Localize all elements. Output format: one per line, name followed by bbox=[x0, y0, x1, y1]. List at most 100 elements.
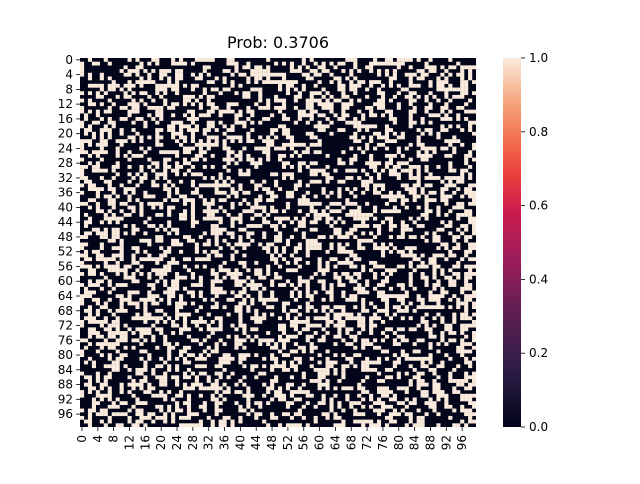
heatmap-cell bbox=[412, 268, 417, 273]
heatmap-cell bbox=[281, 72, 287, 77]
heatmap-cell bbox=[159, 109, 164, 114]
heatmap-cell bbox=[468, 412, 473, 417]
heatmap-cell bbox=[333, 98, 338, 103]
heatmap-cell bbox=[436, 135, 441, 140]
heatmap-cell bbox=[333, 227, 338, 232]
heatmap-cell bbox=[210, 419, 215, 424]
heatmap-cell bbox=[369, 423, 374, 428]
heatmap-cell bbox=[452, 279, 457, 284]
heatmap-cell bbox=[234, 242, 239, 247]
heatmap-cell bbox=[357, 316, 362, 321]
heatmap-cell bbox=[258, 268, 263, 273]
heatmap-cell bbox=[99, 139, 104, 144]
heatmap-cell bbox=[262, 231, 267, 236]
heatmap-cell bbox=[301, 113, 306, 118]
heatmap-cell bbox=[278, 338, 283, 343]
heatmap-cell bbox=[242, 286, 247, 291]
heatmap-cell bbox=[293, 323, 298, 328]
heatmap-cell bbox=[361, 212, 366, 217]
heatmap-cell bbox=[262, 69, 267, 73]
heatmap-cell bbox=[210, 105, 215, 110]
heatmap-cell bbox=[107, 98, 112, 103]
heatmap-cell bbox=[238, 139, 243, 144]
heatmap-cell bbox=[214, 139, 219, 144]
heatmap-cell bbox=[392, 268, 397, 273]
heatmap-cell bbox=[349, 334, 354, 339]
heatmap-cell bbox=[111, 264, 116, 269]
heatmap-cell bbox=[353, 305, 358, 310]
heatmap-cell bbox=[242, 72, 247, 77]
heatmap-cell bbox=[440, 179, 445, 184]
heatmap-cell bbox=[369, 231, 374, 236]
heatmap-cell bbox=[416, 83, 421, 88]
heatmap-cell bbox=[119, 294, 124, 298]
heatmap-cell bbox=[341, 375, 346, 380]
heatmap-cell bbox=[143, 331, 148, 335]
heatmap-cell bbox=[127, 157, 132, 162]
heatmap-cell bbox=[309, 297, 314, 302]
heatmap-cell bbox=[218, 393, 223, 398]
heatmap-cell bbox=[472, 190, 477, 195]
heatmap-cell bbox=[186, 257, 192, 262]
heatmap-cell bbox=[408, 65, 413, 70]
heatmap-cell bbox=[436, 165, 441, 169]
heatmap-cell bbox=[95, 61, 100, 66]
heatmap-cell bbox=[238, 279, 243, 284]
heatmap-cell bbox=[198, 105, 203, 110]
heatmap-cell bbox=[281, 153, 287, 158]
heatmap-cell bbox=[258, 98, 263, 103]
heatmap-cell bbox=[167, 212, 172, 217]
heatmap-cell bbox=[222, 165, 227, 169]
heatmap-cell bbox=[400, 135, 405, 140]
heatmap-cell bbox=[159, 172, 164, 177]
heatmap-cell bbox=[464, 408, 469, 413]
heatmap-cell bbox=[468, 109, 473, 114]
heatmap-cell bbox=[83, 316, 89, 321]
heatmap-cell bbox=[155, 272, 160, 276]
heatmap-cell bbox=[198, 172, 203, 177]
heatmap-cell bbox=[270, 257, 275, 262]
heatmap-cell bbox=[171, 205, 176, 210]
heatmap-cell bbox=[107, 327, 112, 332]
heatmap-cell bbox=[230, 272, 235, 276]
heatmap-cell bbox=[163, 172, 168, 177]
heatmap-cell bbox=[464, 209, 469, 214]
heatmap-cell bbox=[123, 272, 128, 276]
heatmap-cell bbox=[83, 176, 89, 180]
heatmap-cell bbox=[436, 312, 441, 317]
heatmap-cell bbox=[206, 312, 211, 317]
heatmap-cell bbox=[266, 69, 271, 73]
heatmap-cell bbox=[353, 294, 358, 298]
heatmap-cell bbox=[171, 375, 176, 380]
heatmap-cell bbox=[99, 279, 104, 284]
heatmap-cell bbox=[87, 220, 93, 225]
heatmap-cell bbox=[139, 91, 144, 96]
heatmap-cell bbox=[80, 168, 85, 173]
heatmap-cell bbox=[416, 294, 421, 298]
heatmap-cell bbox=[420, 419, 425, 424]
heatmap-cell bbox=[127, 301, 132, 306]
heatmap-cell bbox=[270, 297, 275, 302]
heatmap-cell bbox=[353, 257, 358, 262]
heatmap-cell bbox=[159, 327, 164, 332]
heatmap-cell bbox=[127, 408, 132, 413]
heatmap-cell bbox=[309, 201, 314, 206]
heatmap-cell bbox=[412, 120, 417, 125]
heatmap-cell bbox=[214, 209, 219, 214]
heatmap-cell bbox=[80, 272, 85, 276]
heatmap-cell bbox=[270, 142, 275, 147]
heatmap-cell bbox=[119, 338, 124, 343]
heatmap-cell bbox=[313, 419, 318, 424]
heatmap-cell bbox=[285, 87, 291, 92]
heatmap-cell bbox=[380, 105, 386, 110]
heatmap-cell bbox=[242, 65, 247, 70]
heatmap-cell bbox=[388, 194, 393, 199]
heatmap-cell bbox=[468, 76, 473, 81]
heatmap-cell bbox=[440, 87, 445, 92]
heatmap-cell bbox=[452, 338, 457, 343]
heatmap-cell bbox=[135, 327, 140, 332]
heatmap-cell bbox=[222, 367, 227, 372]
heatmap-cell bbox=[103, 408, 108, 413]
heatmap-cell bbox=[460, 87, 465, 92]
heatmap-cell bbox=[266, 153, 271, 158]
